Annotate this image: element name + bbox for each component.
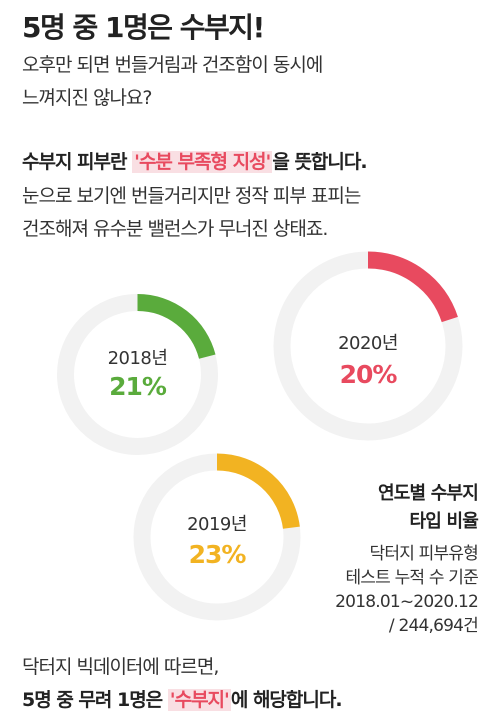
footer-highlight: '수부지' xyxy=(167,689,231,711)
definition-line-2: 건조해져 유수분 밸런스가 무너진 상태죠. xyxy=(22,218,328,240)
footer-line-2: 5명 중 무려 1명은 '수부지' 에 해당합니다. xyxy=(22,685,343,712)
legend-note-2: 테스트 누적 수 기준 xyxy=(345,568,478,588)
definition-highlight: '수분 부족형 지성' xyxy=(132,151,273,173)
footer-line-1: 닥터지 빅데이터에 따르면, xyxy=(22,656,219,678)
donut-arc-2018 xyxy=(57,294,218,455)
donut-year-2019: 2019년 xyxy=(187,514,247,535)
footer-suffix: 에 해당합니다. xyxy=(230,689,343,711)
donut-year-2018: 2018년 xyxy=(107,348,168,369)
donut-2020: 2020년 20% xyxy=(272,250,464,442)
definition-line-1: 눈으로 보기엔 번들거리지만 정작 피부 표피는 xyxy=(22,185,361,207)
donut-2018: 2018년 21% xyxy=(55,292,220,457)
legend-note-1: 닥터지 피부유형 xyxy=(369,544,479,564)
donut-2019: 2019년 23% xyxy=(132,452,302,622)
chart-legend: 연도별 수부지 타입 비율 닥터지 피부유형 테스트 누적 수 기준 2018.… xyxy=(335,480,479,638)
legend-note-4: / 244,694건 xyxy=(388,616,479,636)
donut-arc-2020 xyxy=(273,251,463,441)
donut-value-2020: 20% xyxy=(339,360,398,389)
intro-line-2: 느껴지진 않나요? xyxy=(22,87,152,109)
donut-value-2018: 21% xyxy=(109,372,167,401)
legend-title-2: 타입 비율 xyxy=(409,511,478,532)
headline: 5명 중 1명은 수부지! xyxy=(22,11,265,44)
definition-prefix: 수부지 피부란 xyxy=(22,151,133,173)
donut-year-2020: 2020년 xyxy=(338,333,398,354)
donut-value-2019: 23% xyxy=(188,540,247,569)
donut-arc-2019 xyxy=(133,453,301,621)
definition-heading: 수부지 피부란 '수분 부족형 지성' 을 뜻합니다. xyxy=(22,147,368,174)
legend-note-3: 2018.01~2020.12 xyxy=(335,592,479,612)
definition-suffix: 을 뜻합니다. xyxy=(272,151,367,173)
legend-title-1: 연도별 수부지 xyxy=(377,483,479,504)
footer-prefix: 5명 중 무려 1명은 xyxy=(22,689,168,711)
intro-line-1: 오후만 되면 번들거림과 건조함이 동시에 xyxy=(22,54,323,76)
